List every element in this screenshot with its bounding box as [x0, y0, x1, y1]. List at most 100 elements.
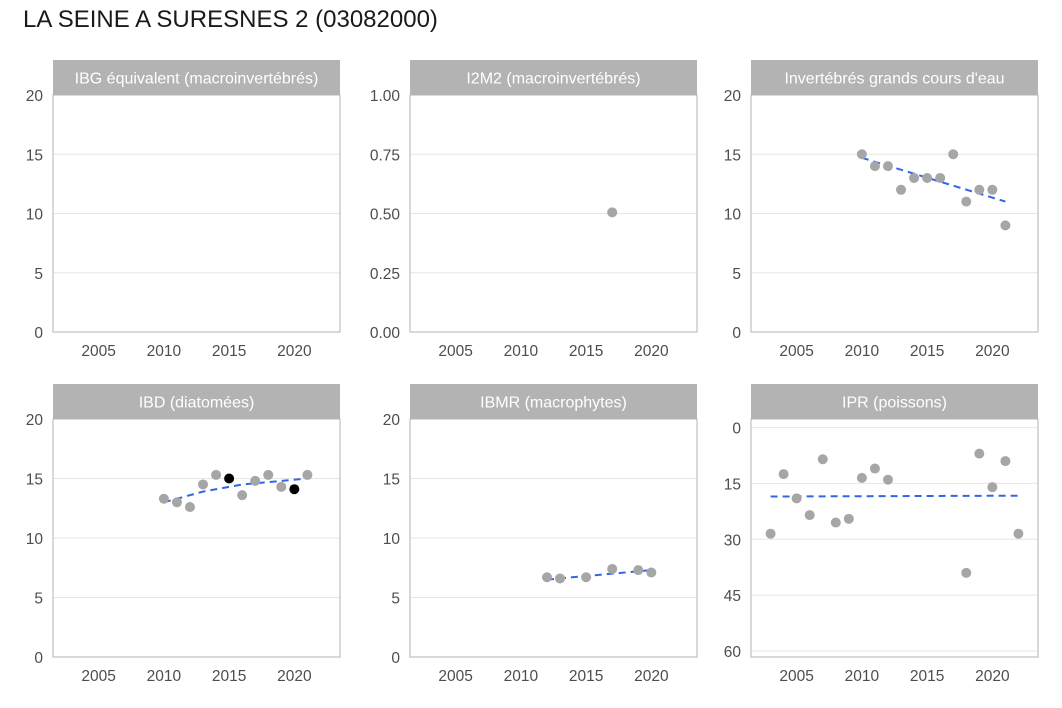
facet-title: I2M2 (macroinvertébrés): [466, 71, 640, 88]
x-tick-label: 2005: [438, 343, 472, 360]
facet-title: IBG équivalent (macroinvertébrés): [75, 71, 319, 88]
x-tick-label: 2010: [147, 668, 182, 685]
y-tick-label: 0: [732, 325, 741, 342]
facet-strip: [53, 384, 340, 419]
x-tick-label: 2010: [504, 668, 539, 685]
x-tick-label: 2015: [569, 668, 603, 685]
data-point: [250, 475, 261, 486]
data-point: [961, 196, 972, 207]
x-tick-label: 2020: [975, 668, 1010, 685]
x-tick-label: 2010: [845, 668, 880, 685]
y-tick-label: 0: [732, 421, 741, 438]
x-tick-label: 2015: [569, 343, 603, 360]
data-point: [882, 161, 893, 172]
facet-panel-1: IBG équivalent (macroinvertébrés) 0 5 10 15 2…: [26, 60, 341, 360]
y-tick-label: 10: [383, 531, 401, 548]
data-point: [974, 448, 985, 459]
y-tick-label: 0: [34, 325, 43, 342]
facet-panel-2: I2M2 (macroinvertébrés) 0.00 0.25 0.50 0.75 1…: [370, 60, 698, 360]
y-tick-label: 10: [724, 207, 742, 224]
y-tick-label: 45: [724, 588, 741, 605]
y-tick-label: 15: [724, 476, 741, 493]
data-point: [158, 493, 169, 504]
data-point: [237, 490, 248, 501]
y-tick-label: 20: [383, 412, 401, 429]
data-point: [607, 563, 618, 574]
facet-title: IBD (diatomées): [139, 395, 255, 412]
y-tick-label: 15: [26, 472, 43, 489]
data-point: [974, 184, 985, 195]
data-point: [224, 473, 235, 484]
data-point: [778, 469, 789, 480]
data-point: [276, 481, 287, 492]
data-point: [896, 184, 907, 195]
y-tick-label: 0.25: [370, 266, 400, 283]
y-tick-label: 0: [391, 650, 400, 667]
data-point: [935, 172, 946, 183]
panel-border: [52, 94, 341, 333]
data-point: [541, 572, 552, 583]
facet-title: Invertébrés grands cours d'eau: [784, 71, 1004, 88]
y-tick-label: 5: [391, 591, 400, 608]
y-tick-label: 5: [34, 266, 43, 283]
data-point: [909, 172, 920, 183]
x-tick-label: 2005: [81, 668, 115, 685]
trend-line: [163, 477, 308, 504]
x-tick-label: 2020: [634, 668, 669, 685]
y-tick-label: 1.00: [370, 88, 401, 105]
y-tick-label: 0.75: [370, 147, 400, 164]
data-point: [581, 572, 592, 583]
data-point: [830, 517, 841, 528]
y-tick-label: 15: [383, 472, 400, 489]
facet-strip: [751, 60, 1038, 95]
y-tick-label: 15: [724, 147, 741, 164]
data-point: [1000, 220, 1011, 231]
y-tick-label: 10: [26, 207, 44, 224]
panel-border: [409, 94, 698, 333]
x-tick-label: 2015: [910, 668, 944, 685]
facet-panel-4: IBD (diatomées) 0 5 10 15 20 2005 2010 2015 2020: [26, 384, 341, 685]
data-point: [961, 567, 972, 578]
x-tick-label: 2020: [634, 343, 669, 360]
panel-border: [750, 94, 1039, 333]
x-tick-label: 2010: [845, 343, 880, 360]
x-tick-label: 2015: [910, 343, 944, 360]
data-point: [869, 463, 880, 474]
y-tick-label: 20: [724, 88, 742, 105]
x-tick-label: 2010: [147, 343, 182, 360]
x-tick-label: 2020: [277, 668, 312, 685]
data-point: [987, 184, 998, 195]
data-point: [289, 484, 300, 495]
data-point: [263, 469, 274, 480]
y-tick-label: 0: [34, 650, 43, 667]
data-point: [302, 469, 313, 480]
y-tick-label: 5: [34, 591, 43, 608]
y-tick-label: 30: [724, 532, 742, 549]
data-point: [791, 493, 802, 504]
facet-panel-3: Invertébrés grands cours d'eau0510152020…: [724, 60, 1039, 360]
data-point: [198, 479, 209, 490]
plot-panel: [751, 419, 1038, 657]
data-point: [211, 469, 222, 480]
y-tick-label: 20: [26, 88, 44, 105]
data-point: [1000, 456, 1011, 467]
data-point: [882, 474, 893, 485]
x-tick-label: 2015: [212, 668, 246, 685]
facet-panel-6: IPR (poissons) 0 15 30 45 60 2005 2010 2015 2020: [724, 384, 1039, 685]
x-tick-label: 2020: [975, 343, 1010, 360]
data-point: [646, 567, 657, 578]
facet-strip: [53, 60, 340, 95]
y-tick-label: 10: [26, 531, 44, 548]
x-tick-label: 2005: [779, 668, 813, 685]
facet-strip: [410, 60, 697, 95]
data-point: [1013, 528, 1024, 539]
data-point: [555, 573, 566, 584]
facet-panel-5: IBMR (macrophytes) 0 5 10 15 20 2005 2010 2015 20…: [383, 384, 698, 685]
data-point: [987, 482, 998, 493]
panel-border: [409, 418, 698, 658]
y-tick-label: 60: [724, 644, 742, 661]
x-tick-label: 2005: [438, 668, 472, 685]
data-point: [817, 454, 828, 465]
facet-title: IPR (poissons): [842, 395, 947, 412]
